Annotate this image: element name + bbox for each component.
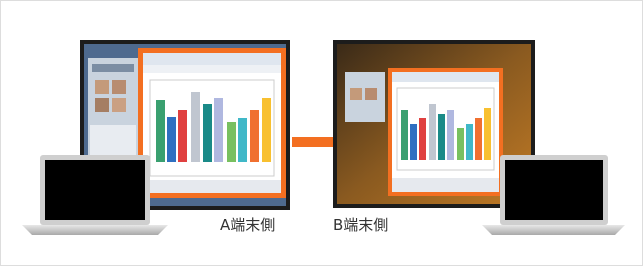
label-a: A端末側 bbox=[220, 216, 275, 234]
laptop-b bbox=[482, 155, 625, 235]
illustration: A端末側 B端末側 bbox=[0, 0, 643, 266]
page: A端末側 B端末側 (() => { const data = JSON.par… bbox=[0, 0, 643, 266]
laptop-a bbox=[22, 155, 168, 235]
label-b: B端末側 bbox=[333, 216, 388, 234]
